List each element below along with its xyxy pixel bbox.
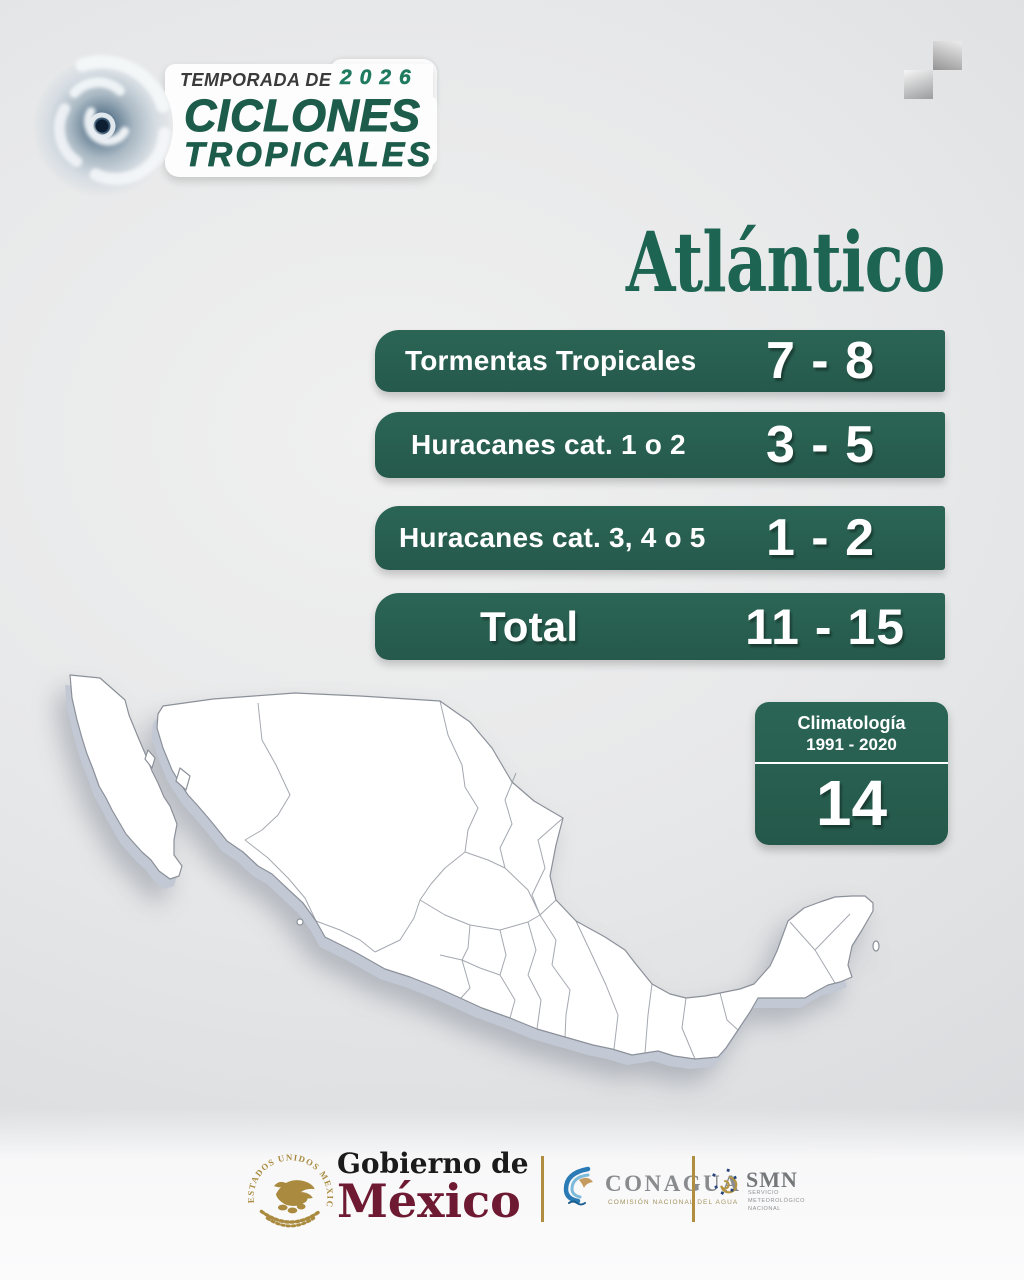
mexico-seal-icon: ESTADOS UNIDOS MEXICANOS [242, 1142, 334, 1228]
climatology-divider [755, 762, 948, 764]
row-label: Huracanes cat. 1 o 2 [411, 429, 686, 460]
footer-divider-1 [541, 1156, 544, 1222]
deco-square-top [933, 41, 962, 70]
climatology-title: Climatología [797, 713, 906, 733]
logo-box [165, 64, 433, 177]
forecast-row-tormentas: Tormentas Tropicales 7 - 8 [375, 330, 945, 392]
smn-subtitle: SERVICIO METEOROLÓGICO NACIONAL [748, 1190, 805, 1212]
forecast-row-huracanes-3-4-5: Huracanes cat. 3, 4 o 5 1 - 2 [375, 506, 945, 570]
footer-divider-2 [692, 1156, 695, 1222]
season-label: TEMPORADA DE [180, 70, 332, 90]
hurricane-icon [31, 55, 173, 197]
smn-logo-icon [712, 1168, 738, 1195]
logo-box-edge [428, 96, 437, 166]
climatology-box: Climatología 1991 - 2020 14 [755, 702, 948, 845]
row-value: 3 - 5 [765, 416, 875, 474]
logo-title-line1: CICLONES [184, 90, 421, 142]
conagua-subtitle: COMISIÓN NACIONAL DEL AGUA [608, 1199, 739, 1206]
row-value: 1 - 2 [765, 509, 875, 567]
deco-square-bottom [904, 70, 933, 99]
total-value: 11 - 15 [745, 598, 905, 655]
smn-label: SMN [746, 1167, 798, 1192]
forecast-row-huracanes-1-2: Huracanes cat. 1 o 2 3 - 5 [375, 412, 945, 478]
footer-background [0, 1108, 1024, 1280]
logo-title-line2: TROPICALES [184, 136, 434, 175]
gobierno-line1: Gobierno de [337, 1147, 529, 1180]
forecast-total-row: Total 11 - 15 [375, 593, 945, 660]
climatology-value: 14 [815, 767, 888, 839]
gobierno-line2: México [337, 1174, 521, 1228]
season-year: 2026 [340, 66, 419, 90]
total-label: Total [480, 602, 579, 650]
conagua-label: CONAGUA [605, 1171, 742, 1196]
row-label: Tormentas Tropicales [405, 345, 697, 376]
climatology-period: 1991 - 2020 [806, 735, 897, 754]
conagua-logo-icon [563, 1166, 593, 1206]
row-value: 7 - 8 [765, 332, 875, 390]
row-label: Huracanes cat. 3, 4 o 5 [399, 522, 706, 553]
region-title: Atlántico [626, 215, 945, 311]
